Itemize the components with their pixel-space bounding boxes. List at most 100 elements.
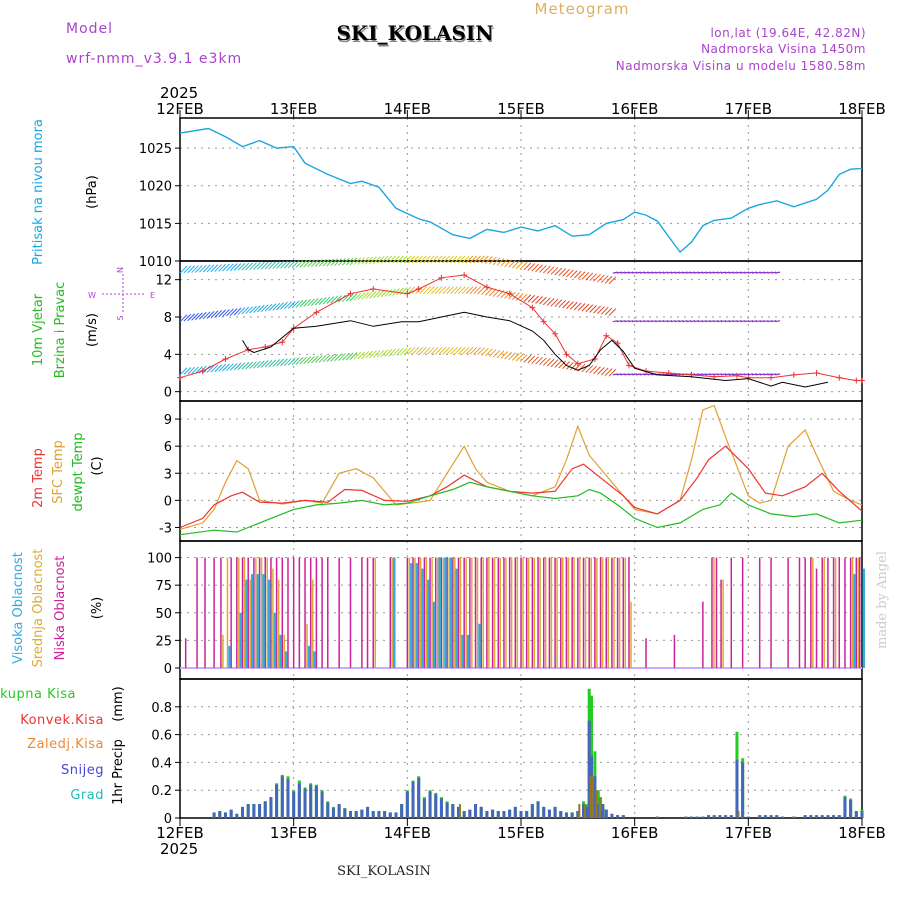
wind-barb (527, 355, 536, 364)
precip-bar (582, 804, 586, 818)
wind-barb (334, 353, 342, 362)
wind-barb (322, 258, 331, 267)
wind-barb (457, 286, 466, 295)
wind-barb (759, 271, 765, 274)
wind-barb (280, 301, 288, 310)
precip-bar (474, 804, 478, 818)
wind-barb (461, 286, 470, 295)
wind-barb (191, 366, 199, 375)
wind-barb (276, 261, 284, 269)
wind-barb (369, 350, 377, 359)
wind-barb (195, 265, 203, 273)
wind-barb (767, 271, 773, 274)
wind-barb (283, 358, 292, 366)
wind-barb (496, 350, 505, 359)
wind-barb (330, 353, 339, 362)
wind-barb (218, 309, 227, 318)
y-tick-label: 0.2 (151, 784, 172, 799)
precip-bar (417, 777, 421, 818)
wind-barb (597, 366, 605, 375)
precip-bar (320, 791, 324, 818)
wind-barb (202, 311, 211, 320)
wind-barb (763, 320, 769, 323)
precip-bar (707, 815, 711, 818)
wind-barb (620, 373, 626, 376)
wind-barb (357, 257, 366, 265)
precip-bar (690, 816, 693, 818)
wind-barb (202, 264, 211, 273)
precip-series-2 (458, 776, 740, 818)
precip-bar (314, 786, 318, 818)
precip-bar (587, 720, 591, 818)
wind-barb (519, 354, 528, 363)
precip-bar (411, 781, 415, 818)
wind-barb (585, 365, 594, 373)
wind-gust-line (242, 311, 829, 388)
wind-barb (272, 261, 281, 269)
wind-barb (330, 258, 339, 267)
pressure-axis-label: Pritisak na nivou mora (31, 119, 46, 265)
precip-bar (621, 815, 625, 818)
wind-barb (589, 365, 598, 374)
wind-barb (446, 346, 455, 355)
precip-bar (434, 794, 438, 818)
wind-barb (423, 346, 431, 355)
legend-rain: Ukupna Kisa (0, 687, 76, 702)
wind-barb (767, 320, 773, 323)
wind-labels: 10m Vjetar Brzina i Pravac (m/s) W E N S (31, 267, 155, 378)
wind-barb (751, 373, 758, 376)
wind-barb (434, 255, 443, 264)
precip-bar (769, 815, 773, 818)
wind-barb (345, 257, 354, 266)
model-label: Model (66, 21, 113, 37)
wind-barb (183, 367, 192, 375)
wind-barb (334, 258, 342, 266)
wind-barb (515, 353, 524, 362)
precip-bar (343, 808, 347, 818)
y-tick-label: 0 (164, 662, 172, 677)
wind-barb (376, 256, 385, 264)
wind-barb (546, 266, 555, 275)
year-bottom: 2025 (160, 840, 198, 858)
wind-barb (283, 301, 292, 310)
wind-barb (678, 271, 684, 274)
y-tick-label: 1010 (139, 255, 172, 270)
wind-barb (632, 271, 638, 274)
precip-bar (263, 801, 267, 818)
precip-bar (513, 806, 517, 818)
wind-barb (260, 304, 269, 313)
y-tick-label: 25 (155, 634, 172, 649)
wind-barb (353, 257, 362, 265)
wind-barb (608, 308, 617, 316)
y-tick-label: 0 (164, 812, 172, 827)
panel-1-grid: 0 4 8 12 (155, 261, 862, 401)
wind-barb (423, 255, 431, 264)
wind-barb (759, 373, 765, 376)
wind-barb (531, 295, 540, 304)
precip-bar (591, 776, 594, 818)
wind-barb (523, 354, 532, 363)
wind-barb (214, 364, 223, 373)
wind-barb (477, 286, 485, 295)
wind-barb (670, 320, 676, 323)
wind-barb (515, 292, 524, 301)
wind-barb (241, 262, 250, 271)
precip-bar (422, 798, 426, 818)
wind-barb (585, 304, 594, 313)
wind-barb (446, 255, 455, 264)
wind-barb (697, 271, 703, 274)
wind-barb (361, 291, 369, 300)
cloud-series-0 (184, 557, 861, 668)
wind-barb (535, 264, 543, 273)
precip-bar (218, 811, 222, 818)
x-tick-label-bottom: 13FEB (270, 824, 317, 842)
precip-bar (383, 811, 387, 818)
wind-barb (632, 320, 638, 323)
precip-bar (212, 812, 216, 818)
precip-bar (485, 811, 489, 818)
precip-bar (400, 804, 404, 818)
precip-bar (496, 811, 500, 818)
wind-barb (593, 273, 601, 282)
wind-barb (589, 273, 598, 282)
